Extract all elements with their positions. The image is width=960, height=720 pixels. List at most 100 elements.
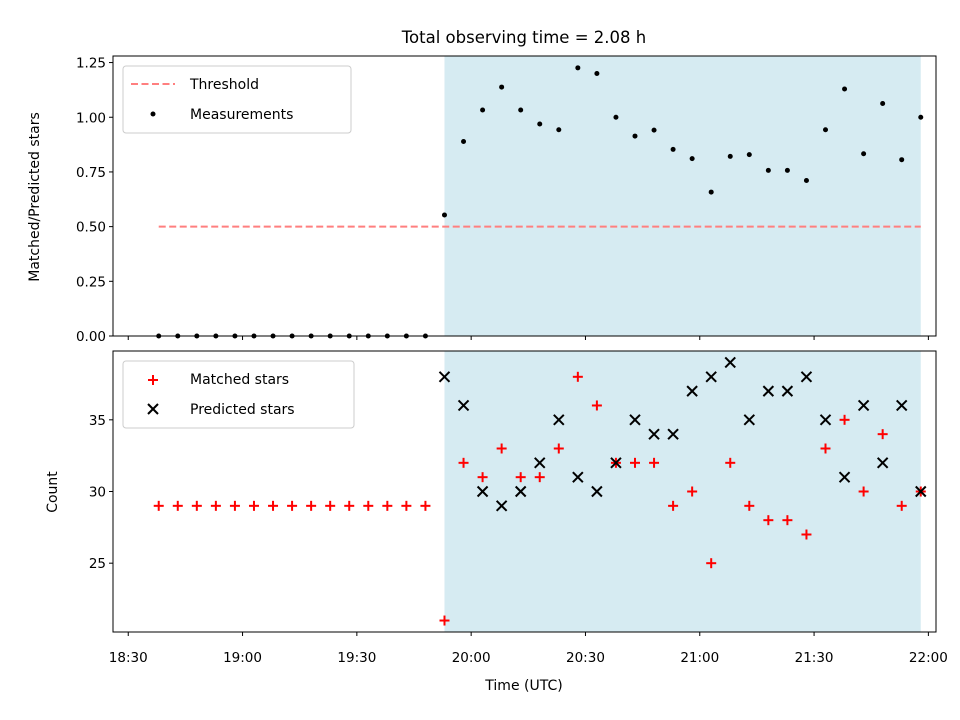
matched-star-point <box>153 500 164 511</box>
cross-b <box>610 457 622 469</box>
predicted-star-point <box>705 371 717 383</box>
measurement-point <box>480 107 486 113</box>
cross-b <box>762 385 775 397</box>
predicted-star-point <box>724 356 736 369</box>
measurement-point <box>803 177 809 183</box>
cross-b <box>781 385 794 397</box>
legend-measurements-swatch <box>150 111 156 117</box>
matched-star-point <box>553 443 564 454</box>
measurement-point <box>918 114 924 120</box>
matched-star-point <box>439 615 450 626</box>
matched-star-point <box>820 443 831 454</box>
bottom-y-tick-label: 25 <box>89 556 106 572</box>
cross-b <box>667 428 679 440</box>
top-y-tick-label: 0.75 <box>76 165 106 181</box>
predicted-star-point <box>838 471 851 483</box>
predicted-star-point <box>896 399 908 412</box>
bottom-legend: Matched stars Predicted stars <box>122 360 355 429</box>
matched-star-point <box>744 500 755 511</box>
matched-star-point <box>839 414 850 425</box>
top-legend-box <box>122 65 352 134</box>
matched-star-point <box>306 500 317 511</box>
matched-star-point <box>896 500 907 511</box>
cross-b <box>800 371 813 383</box>
matched-star-point <box>458 457 469 468</box>
predicted-star-point <box>553 414 565 426</box>
top-y-tick-label: 0.50 <box>76 220 106 236</box>
measurement-point <box>708 189 714 195</box>
measurement-point <box>613 114 619 120</box>
cross-b <box>572 471 584 483</box>
cross-b <box>147 403 159 415</box>
x-tick-label: 21:30 <box>795 650 834 666</box>
legend-matched-label: Matched stars <box>190 372 289 388</box>
cross-b <box>857 399 870 412</box>
measurement-point <box>632 133 638 139</box>
cross-b <box>438 371 451 383</box>
matched-star-point <box>763 515 774 526</box>
measurement-point <box>670 146 676 152</box>
matched-star-point <box>420 500 431 511</box>
predicted-star-point <box>534 457 546 469</box>
bottom-y-axis-label: Count <box>45 471 61 513</box>
cross-b <box>495 500 508 512</box>
matched-star-point <box>725 457 736 468</box>
predicted-star-point <box>876 457 889 469</box>
cross-b <box>629 414 641 426</box>
matched-star-point <box>287 500 298 511</box>
cross-b <box>514 485 527 498</box>
legend-cross-marker <box>147 403 159 415</box>
predicted-star-point <box>514 485 527 498</box>
x-tick-label: 20:30 <box>566 650 605 666</box>
matched-star-point <box>229 500 240 511</box>
matched-star-point <box>496 443 507 454</box>
matched-star-point <box>515 472 526 483</box>
predicted-star-point <box>686 385 698 397</box>
x-tick-label: 19:00 <box>223 650 262 666</box>
bottom-y-tick-label: 30 <box>89 485 106 501</box>
cross-b <box>457 399 470 412</box>
matched-star-point <box>172 500 183 511</box>
matched-star-point <box>629 457 640 468</box>
cross-b <box>915 485 927 498</box>
predicted-star-point <box>610 457 622 469</box>
measurement-point <box>518 107 524 113</box>
cross-b <box>686 385 698 397</box>
measurement-point <box>823 127 829 133</box>
predicted-star-point <box>743 414 756 426</box>
bottom-legend-box <box>122 360 355 429</box>
legend-predicted-label: Predicted stars <box>190 402 295 418</box>
measurement-point <box>880 100 886 106</box>
predicted-star-point <box>667 428 679 440</box>
matched-star-point <box>325 500 336 511</box>
cross-b <box>838 471 851 483</box>
x-tick-label: 22:00 <box>909 650 948 666</box>
matched-star-point <box>477 472 488 483</box>
predicted-star-point <box>819 414 832 426</box>
measurement-point <box>537 121 543 127</box>
cross-b <box>819 414 832 426</box>
top-panel: 0.00 0.25 0.50 0.75 1.00 1.25 Matched/Predict… <box>27 55 937 345</box>
cross-b <box>648 428 660 440</box>
measurement-point <box>899 157 905 163</box>
predicted-star-point <box>781 385 794 397</box>
cross-b <box>705 371 717 383</box>
predicted-star-point <box>857 399 870 412</box>
cross-b <box>743 414 756 426</box>
x-tick-label: 20:00 <box>452 650 491 666</box>
measurement-point <box>594 71 600 76</box>
matched-star-point <box>687 486 698 497</box>
matched-star-point <box>268 500 279 511</box>
measurement-point <box>784 167 790 173</box>
legend-measurements-label: Measurements <box>190 107 293 123</box>
top-y-tick-label: 0.25 <box>76 274 106 290</box>
bottom-y-axis: 25 30 35 <box>89 413 113 572</box>
top-y-axis: 0.00 0.25 0.50 0.75 1.00 1.25 <box>76 56 113 345</box>
matched-star-point <box>858 486 869 497</box>
matched-star-point <box>248 500 259 511</box>
predicted-star-point <box>438 371 451 383</box>
top-y-tick-label: 1.25 <box>76 56 106 72</box>
top-x-axis <box>127 336 929 340</box>
predicted-star-point <box>591 485 603 498</box>
matched-star-point <box>344 500 355 511</box>
